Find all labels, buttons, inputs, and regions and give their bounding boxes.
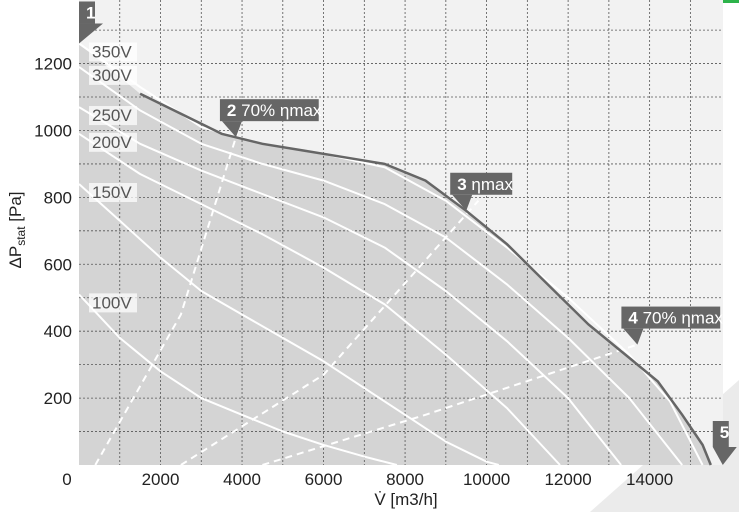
y-tick-label: 200 bbox=[44, 389, 72, 408]
y-axis-label-main: ΔP bbox=[6, 246, 25, 269]
annotation-label: 5 bbox=[720, 423, 729, 442]
voltage-label-300V: 300V bbox=[92, 66, 132, 85]
annotation-label: 2 70% ηmax bbox=[227, 101, 322, 120]
annotation-label: 4 70% ηmax bbox=[628, 309, 723, 328]
annotation-pointer bbox=[452, 194, 473, 211]
annotation-pointer bbox=[623, 328, 644, 345]
annotation-pointer bbox=[79, 23, 103, 44]
voltage-label-bg bbox=[89, 106, 137, 126]
annotation-box bbox=[712, 421, 729, 447]
speed-curve-250V bbox=[78, 106, 622, 466]
x-tick-label: 10000 bbox=[463, 470, 510, 489]
annotation-number: 1 bbox=[86, 3, 95, 22]
annotation-number: 3 bbox=[457, 175, 466, 194]
annotation-box bbox=[450, 172, 513, 195]
annotation-4: 4 70% ηmax bbox=[621, 306, 723, 345]
annotation-text: 70% ηmax bbox=[638, 309, 724, 328]
x-tick-label: 12000 bbox=[544, 470, 591, 489]
y-axis-label-unit: [Pa] bbox=[6, 191, 25, 226]
x-axis-label: V̇ [m3/h] bbox=[374, 490, 437, 509]
annotation-label: 3 ηmax bbox=[457, 175, 513, 194]
annotation-number: 5 bbox=[720, 423, 729, 442]
x-tick-label: 0 bbox=[62, 470, 71, 489]
x-tick-label: 8000 bbox=[386, 470, 424, 489]
efficiency-line bbox=[180, 200, 480, 466]
y-tick-label: 600 bbox=[44, 255, 72, 274]
x-tick-label: 14000 bbox=[626, 470, 673, 489]
y-axis-ticks: 200 400 600 800 1000 1200 bbox=[34, 55, 72, 409]
annotation-3: 3 ηmax bbox=[450, 172, 513, 211]
annotations: 1 2 70% ηmax 3 ηmax 4 70% ηmax 5 bbox=[79, 1, 737, 465]
voltage-label-200V: 200V bbox=[92, 133, 132, 152]
voltage-label-bg bbox=[89, 65, 137, 85]
annotation-1: 1 bbox=[79, 1, 103, 44]
speed-curve-300V bbox=[78, 66, 683, 466]
efficiency-line bbox=[262, 343, 638, 466]
annotation-5: 5 bbox=[712, 421, 737, 465]
y-tick-label: 800 bbox=[44, 188, 72, 207]
annotation-number: 2 bbox=[227, 101, 236, 120]
annotation-box bbox=[79, 1, 95, 24]
voltage-label-150V: 150V bbox=[92, 183, 132, 202]
voltage-label-bg bbox=[89, 293, 137, 313]
x-tick-label: 6000 bbox=[305, 470, 343, 489]
speed-curve-200V bbox=[78, 132, 561, 466]
y-axis-label: ΔPstat [Pa] bbox=[6, 191, 28, 268]
voltage-label-100V: 100V bbox=[92, 293, 132, 312]
annotation-pointer bbox=[712, 447, 737, 465]
voltage-labels: 350V 300V 250V 200V 150V 100V bbox=[89, 42, 137, 313]
annotation-box bbox=[219, 99, 319, 122]
voltage-label-250V: 250V bbox=[92, 106, 132, 125]
x-tick-label: 4000 bbox=[223, 470, 261, 489]
annotation-text: 70% ηmax bbox=[236, 101, 322, 120]
voltage-label-bg bbox=[89, 42, 137, 62]
speed-curve-150V bbox=[78, 183, 500, 466]
y-axis-label-sub: stat bbox=[14, 226, 28, 246]
y-tick-label: 1200 bbox=[34, 55, 72, 74]
y-tick-label: 400 bbox=[44, 322, 72, 341]
x-tick-label: 2000 bbox=[142, 470, 180, 489]
annotation-pointer bbox=[221, 121, 242, 138]
speed-curve-100V bbox=[78, 293, 398, 466]
annotation-number: 4 bbox=[628, 309, 638, 328]
annotation-label: 1 bbox=[86, 3, 95, 22]
annotation-2: 2 70% ηmax bbox=[219, 99, 322, 138]
voltage-label-bg bbox=[89, 132, 137, 152]
x-axis-ticks: 0 2000 4000 6000 8000 10000 12000 14000 bbox=[62, 470, 673, 489]
y-tick-label: 1000 bbox=[34, 121, 72, 140]
speed-curves bbox=[78, 42, 704, 466]
efficiency-line bbox=[94, 130, 239, 466]
voltage-label-350V: 350V bbox=[92, 42, 132, 61]
annotation-text: ηmax bbox=[467, 175, 514, 194]
voltage-label-bg bbox=[89, 182, 137, 202]
envelope-line bbox=[139, 92, 712, 466]
efficiency-lines bbox=[94, 130, 638, 466]
annotation-box bbox=[621, 306, 721, 329]
